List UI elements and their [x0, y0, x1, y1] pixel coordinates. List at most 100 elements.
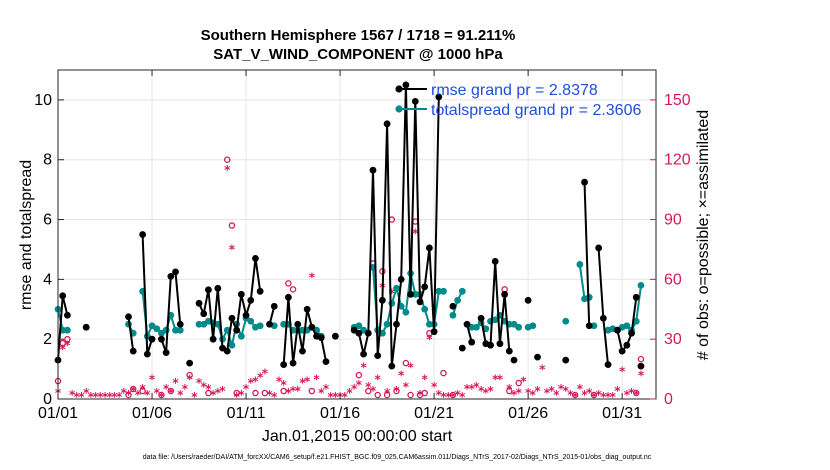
rmse-point: [496, 340, 504, 348]
rmse-point: [308, 323, 316, 331]
rmse-point: [505, 347, 513, 355]
assimilated-obs-marker: *: [313, 372, 320, 386]
assimilated-obs-marker: *: [144, 388, 151, 402]
rmse-point: [637, 362, 645, 370]
possible-obs-marker: [125, 391, 132, 399]
assimilated-obs-marker: *: [454, 388, 461, 402]
assimilated-obs-marker: *: [92, 390, 99, 404]
totalspread-point: [632, 317, 640, 325]
rmse-point: [299, 347, 306, 355]
plot-area: ****************************************…: [54, 81, 645, 404]
assimilated-obs-marker: *: [459, 390, 466, 404]
totalspread-point: [355, 322, 363, 330]
y-tick-label: 2: [43, 331, 52, 348]
possible-obs-marker: [223, 156, 231, 163]
possible-obs-marker: [228, 222, 236, 229]
rmse-point: [82, 323, 90, 331]
data-file-footer: data file: /Users/raeder/DAI/ATM_forcXX/…: [143, 454, 652, 461]
rmse-point: [256, 287, 264, 295]
x-tick-label: 01/11: [227, 405, 266, 422]
assimilated-obs-marker: *: [581, 388, 588, 402]
assimilated-obs-marker: *: [346, 386, 353, 400]
assimilated-obs-marker: *: [591, 390, 598, 404]
assimilated-obs-marker: *: [234, 390, 241, 404]
rmse-point: [491, 258, 499, 265]
rmse-point: [430, 328, 438, 336]
possible-obs-marker: [421, 389, 428, 397]
rmse-point: [369, 166, 377, 174]
rmse-point: [562, 356, 570, 364]
assimilated-obs-marker: *: [417, 388, 424, 402]
assimilated-obs-marker: *: [154, 386, 161, 400]
possible-obs-marker: [637, 355, 645, 363]
rmse-point: [388, 362, 396, 370]
rmse-point: [64, 311, 71, 319]
y-tick-label: 0: [43, 391, 52, 408]
rmse-point: [129, 347, 137, 355]
totalspread-point: [172, 326, 179, 334]
totalspread-point: [435, 287, 443, 295]
assimilated-obs-marker: *: [389, 287, 396, 301]
assimilated-obs-marker: *: [360, 360, 367, 374]
totalspread-point: [440, 287, 447, 295]
rmse-line: [583, 182, 591, 326]
rmse-line: [198, 257, 262, 353]
assimilated-obs-marker: *: [290, 384, 297, 398]
legend-spread-label: totalspread grand pr = 2.3606: [431, 102, 641, 119]
rmse-point: [360, 350, 367, 358]
assimilated-obs-marker: *: [445, 390, 452, 404]
rmse-point: [167, 272, 175, 280]
rmse-point: [383, 120, 391, 128]
rmse-point: [411, 98, 419, 105]
rmse-point: [487, 341, 494, 349]
assimilated-obs-marker: *: [633, 388, 640, 402]
rmse-point: [402, 81, 410, 89]
rmse-point: [176, 320, 184, 328]
possible-obs-marker: [440, 369, 447, 377]
possible-obs-marker: [280, 387, 287, 395]
assimilated-obs-marker: *: [558, 382, 565, 396]
assimilated-obs-marker: *: [177, 388, 184, 402]
possible-obs-marker: [186, 371, 193, 379]
totalspread-point: [449, 311, 457, 319]
possible-obs-marker: [139, 387, 146, 395]
y-right-tick-label: 30: [664, 331, 682, 348]
rmse-point: [233, 326, 241, 334]
possible-obs-marker: [158, 391, 165, 399]
assimilated-obs-marker: *: [248, 376, 255, 390]
rmse-point: [458, 344, 466, 352]
rmse-point: [172, 268, 179, 276]
chart-title-line1: Southern Hemisphere 1567 / 1718 = 91.211…: [201, 27, 516, 44]
possible-obs-marker: [355, 371, 363, 379]
y-right-tick-label: 0: [664, 391, 673, 408]
assimilated-obs-marker: *: [426, 332, 433, 346]
rmse-point: [364, 329, 372, 337]
rmse-line: [127, 316, 135, 352]
assimilated-obs-marker: *: [544, 386, 551, 400]
rmse-point: [585, 322, 593, 330]
rmse-point: [270, 302, 278, 310]
y-axis-right-label: # of obs: o=possible; ×=assimilated: [695, 110, 712, 360]
assimilated-obs-marker: *: [215, 386, 222, 400]
totalspread-point: [576, 261, 584, 268]
rmse-point: [125, 313, 132, 321]
rmse-point: [317, 334, 325, 342]
assimilated-obs-marker: *: [624, 388, 631, 402]
possible-obs-marker: [205, 389, 212, 397]
x-axis-label: Jan.01,2015 00:00:00 start: [262, 428, 453, 445]
assimilated-obs-marker: *: [210, 388, 217, 402]
assimilated-obs-marker: *: [473, 380, 480, 394]
possible-obs-marker: [515, 379, 522, 387]
rmse-point: [59, 292, 67, 300]
rmse-point: [143, 350, 151, 358]
rmse-point: [374, 352, 382, 360]
possible-obs-marker: [64, 335, 71, 343]
legend-rmse-marker: [395, 85, 403, 93]
assimilated-obs-marker: *: [610, 390, 617, 404]
rmse-line: [597, 247, 609, 365]
assimilated-obs-marker: *: [351, 382, 358, 396]
assimilated-obs-marker: *: [497, 372, 504, 386]
rmse-point: [435, 93, 443, 101]
assimilated-obs-marker: *: [262, 366, 269, 380]
